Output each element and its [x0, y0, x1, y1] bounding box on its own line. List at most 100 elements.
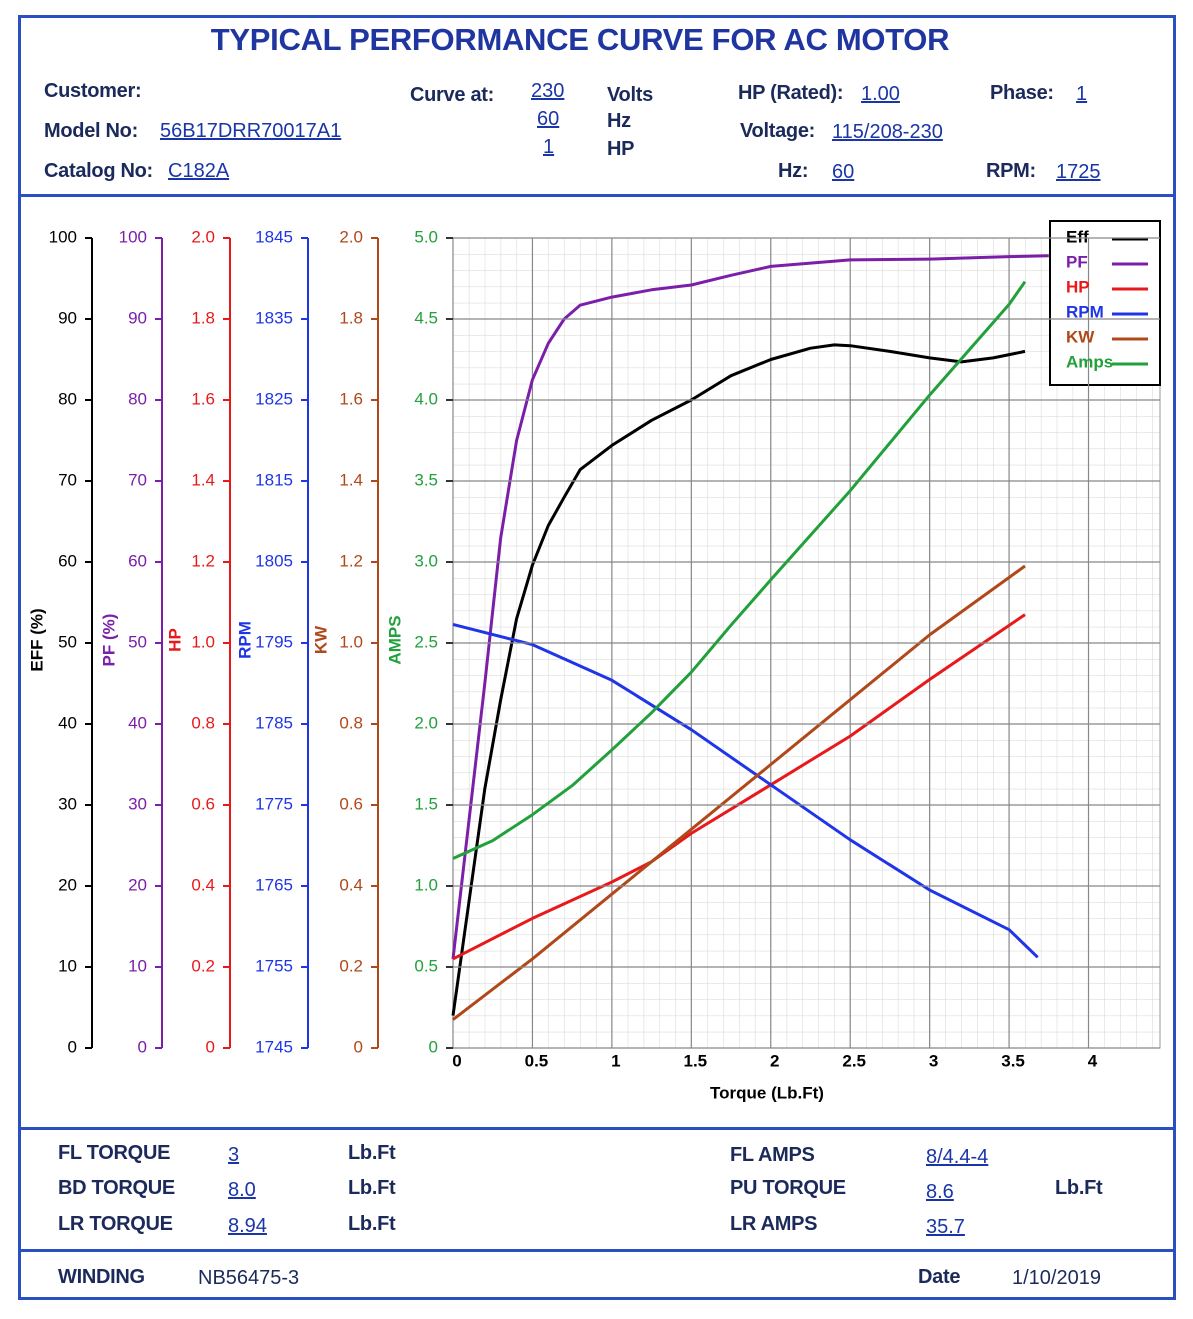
y-tick-label: 60 — [128, 551, 147, 570]
y-tick-label: 0 — [138, 1037, 147, 1056]
value: 35.7 — [926, 1216, 965, 1238]
y-tick-label: 1.0 — [191, 632, 215, 651]
label: Customer: — [44, 80, 142, 102]
divider — [18, 194, 1176, 197]
value: NB56475-3 — [198, 1267, 300, 1289]
y-axis-title: RPM — [235, 621, 254, 659]
y-tick-label: 0.6 — [339, 794, 363, 813]
y-tick-label: 1.6 — [339, 389, 363, 408]
unit: Lb.Ft — [348, 1142, 396, 1164]
value: 8/4.4-4 — [926, 1146, 989, 1168]
divider — [18, 1249, 1176, 1252]
legend-label: Eff — [1066, 227, 1089, 246]
value: 115/208-230 — [832, 121, 943, 143]
y-tick-label: 1.6 — [191, 389, 215, 408]
series-line — [452, 280, 1027, 860]
value: 1 — [1076, 83, 1088, 105]
y-tick-label: 1835 — [255, 308, 293, 327]
label: FL AMPS — [730, 1144, 815, 1166]
y-tick-label: 5.0 — [414, 227, 438, 246]
y-tick-label: 2.5 — [414, 632, 438, 651]
x-axis-title: Torque (Lb.Ft) — [710, 1083, 824, 1102]
y-tick-label: 80 — [58, 389, 77, 408]
y-tick-label: 30 — [128, 794, 147, 813]
value: 60 — [832, 161, 855, 183]
y-tick-label: 0.2 — [191, 956, 215, 975]
y-tick-label: 10 — [58, 956, 77, 975]
series-line — [452, 564, 1026, 1021]
label: Hz: — [778, 160, 809, 182]
label: FL TORQUE — [58, 1142, 171, 1164]
divider — [18, 1127, 1176, 1130]
y-tick-label: 0.8 — [191, 713, 215, 732]
label: Date — [918, 1266, 961, 1288]
y-axis-title: EFF (%) — [27, 608, 46, 671]
y-tick-label: 100 — [49, 227, 77, 246]
y-tick-label: 1745 — [255, 1037, 293, 1056]
legend-label: HP — [1066, 277, 1090, 296]
y-tick-label: 80 — [128, 389, 147, 408]
label: BD TORQUE — [58, 1177, 175, 1199]
y-tick-label: 1.4 — [191, 470, 215, 489]
y-tick-label: 3.5 — [414, 470, 438, 489]
y-tick-label: 4.0 — [414, 389, 438, 408]
title: TYPICAL PERFORMANCE CURVE FOR AC MOTOR — [210, 22, 950, 57]
y-tick-label: 1755 — [255, 956, 293, 975]
y-tick-label: 1.5 — [414, 794, 438, 813]
y-tick-label: 0.6 — [191, 794, 215, 813]
y-tick-label: 0 — [206, 1037, 215, 1056]
legend-label: RPM — [1066, 302, 1104, 321]
x-tick-label: 3 — [929, 1051, 938, 1070]
label: PU TORQUE — [730, 1177, 846, 1199]
label: Model No: — [44, 120, 138, 142]
y-tick-label: 1.2 — [191, 551, 215, 570]
y-tick-label: 0.8 — [339, 713, 363, 732]
x-tick-label: 3.5 — [1001, 1051, 1025, 1070]
y-tick-label: 4.5 — [414, 308, 438, 327]
value: 1725 — [1056, 161, 1101, 183]
y-axis-title: KW — [311, 625, 330, 654]
y-tick-label: 2.0 — [339, 227, 363, 246]
y-tick-label: 1.8 — [191, 308, 215, 327]
y-tick-label: 0.2 — [339, 956, 363, 975]
y-tick-label: 70 — [128, 470, 147, 489]
value: 230 — [531, 80, 565, 102]
y-axis-title: PF (%) — [99, 614, 118, 667]
label: LR AMPS — [730, 1213, 818, 1235]
unit: Volts — [607, 84, 653, 106]
label: Curve at: — [410, 84, 494, 106]
y-tick-label: 2.0 — [414, 713, 438, 732]
unit: Lb.Ft — [1055, 1177, 1103, 1199]
y-tick-label: 1845 — [255, 227, 293, 246]
y-tick-label: 1.8 — [339, 308, 363, 327]
y-tick-label: 1805 — [255, 551, 293, 570]
y-axis-title: HP — [165, 628, 184, 652]
x-tick-label: 4 — [1088, 1051, 1098, 1070]
y-tick-label: 2.0 — [191, 227, 215, 246]
y-tick-label: 100 — [119, 227, 147, 246]
y-tick-label: 0 — [429, 1037, 438, 1056]
series-line — [452, 622, 1039, 959]
y-tick-label: 90 — [128, 308, 147, 327]
legend-label: KW — [1066, 327, 1095, 346]
label: RPM: — [986, 160, 1036, 182]
value: 1 — [543, 136, 555, 158]
x-tick-label: 0.5 — [525, 1051, 549, 1070]
x-tick-label: 0 — [452, 1051, 461, 1070]
y-tick-label: 1.0 — [414, 875, 438, 894]
label: Catalog No: — [44, 160, 153, 182]
y-tick-label: 0 — [68, 1037, 77, 1056]
value: 8.0 — [228, 1179, 256, 1201]
unit: Lb.Ft — [348, 1177, 396, 1199]
value: 3 — [228, 1144, 240, 1166]
unit: Lb.Ft — [348, 1213, 396, 1235]
y-tick-label: 30 — [58, 794, 77, 813]
label: Phase: — [990, 82, 1054, 104]
y-tick-label: 1.2 — [339, 551, 363, 570]
y-tick-label: 90 — [58, 308, 77, 327]
y-tick-label: 1815 — [255, 470, 293, 489]
y-tick-label: 50 — [58, 632, 77, 651]
y-tick-label: 0.5 — [414, 956, 438, 975]
y-tick-label: 1785 — [255, 713, 293, 732]
